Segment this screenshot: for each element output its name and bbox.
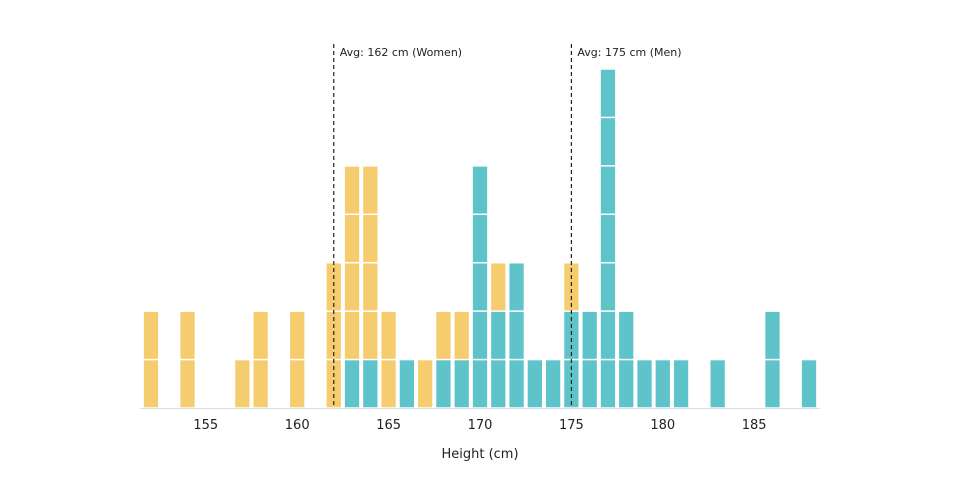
annotations: Avg: 162 cm (Women) Avg: 175 cm (Men) <box>333 44 682 408</box>
men-unit-172-2 <box>509 311 524 359</box>
men-unit-181-1 <box>673 360 689 408</box>
men-unit-172-1 <box>509 360 524 408</box>
women-unit-168-1 <box>436 311 451 359</box>
men-unit-176-1 <box>582 360 597 408</box>
men-unit-177-1 <box>600 360 616 408</box>
women-unit-163-2 <box>344 263 360 311</box>
x-tick-label: 160 <box>285 418 310 433</box>
men-unit-163-1 <box>344 360 360 408</box>
men-unit-170-3 <box>472 263 488 311</box>
x-tick-label: 180 <box>650 418 675 433</box>
men-unit-170-2 <box>472 311 488 359</box>
women-unit-163-3 <box>344 215 360 262</box>
men-unit-176-2 <box>582 311 597 359</box>
men-unit-177-4 <box>600 215 616 262</box>
women-unit-164-4 <box>363 166 378 214</box>
women-unit-157-1 <box>235 360 250 408</box>
men-unit-180-1 <box>655 360 670 408</box>
women-unit-169-1 <box>454 311 469 359</box>
men-unit-170-1 <box>472 360 488 408</box>
men-unit-186-1 <box>765 360 780 408</box>
men-unit-177-6 <box>600 118 616 166</box>
women-unit-167-1 <box>418 360 433 408</box>
men-unit-178-2 <box>619 311 634 359</box>
women-unit-154-2 <box>180 311 195 359</box>
men-unit-169-1 <box>454 360 469 408</box>
women-unit-158-1 <box>253 360 268 408</box>
women-unit-162-2 <box>326 311 341 359</box>
women-unit-152-2 <box>143 311 159 359</box>
women-unit-160-2 <box>290 311 305 359</box>
men-unit-170-4 <box>472 215 488 262</box>
x-ticks: 155 160 165 170 175 180 185 <box>193 418 766 433</box>
x-axis-label: Height (cm) <box>441 447 518 462</box>
men-unit-186-2 <box>765 311 780 359</box>
men-unit-164-1 <box>363 360 378 408</box>
women-unit-160-1 <box>290 360 305 408</box>
x-tick-label: 185 <box>742 418 767 433</box>
men-unit-170-5 <box>472 166 488 214</box>
women-unit-175-1 <box>564 263 579 311</box>
men-unit-175-2 <box>564 311 579 359</box>
men-unit-177-5 <box>600 166 616 214</box>
women-unit-164-2 <box>363 263 378 311</box>
women-unit-165-2 <box>381 311 396 359</box>
men-unit-168-1 <box>436 360 451 408</box>
women-unit-154-1 <box>180 360 195 408</box>
women-unit-162-3 <box>326 263 341 311</box>
men-unit-178-1 <box>619 360 634 408</box>
women-unit-164-3 <box>363 215 378 262</box>
bars-group <box>143 69 817 408</box>
men-unit-183-1 <box>710 360 725 408</box>
women-unit-158-2 <box>253 311 268 359</box>
men-unit-171-2 <box>491 311 506 359</box>
average-label: Avg: 175 cm (Men) <box>577 46 681 59</box>
x-tick-label: 155 <box>193 418 218 433</box>
men-unit-166-1 <box>399 360 415 408</box>
men-unit-174-1 <box>545 360 561 408</box>
men-unit-171-1 <box>491 360 506 408</box>
men-unit-173-1 <box>527 360 542 408</box>
women-unit-165-1 <box>381 360 396 408</box>
x-tick-label: 175 <box>559 418 584 433</box>
x-tick-label: 165 <box>376 418 401 433</box>
men-unit-172-3 <box>509 263 524 311</box>
men-unit-188-1 <box>801 360 817 408</box>
women-unit-163-4 <box>344 166 360 214</box>
average-label: Avg: 162 cm (Women) <box>340 46 462 59</box>
women-unit-164-1 <box>363 311 378 359</box>
women-unit-152-1 <box>143 360 159 408</box>
men-unit-177-2 <box>600 311 616 359</box>
men-unit-179-1 <box>637 360 652 408</box>
women-unit-163-1 <box>344 311 360 359</box>
men-unit-177-7 <box>600 69 616 117</box>
x-tick-label: 170 <box>468 418 493 433</box>
women-unit-171-1 <box>491 263 506 311</box>
men-unit-177-3 <box>600 263 616 311</box>
